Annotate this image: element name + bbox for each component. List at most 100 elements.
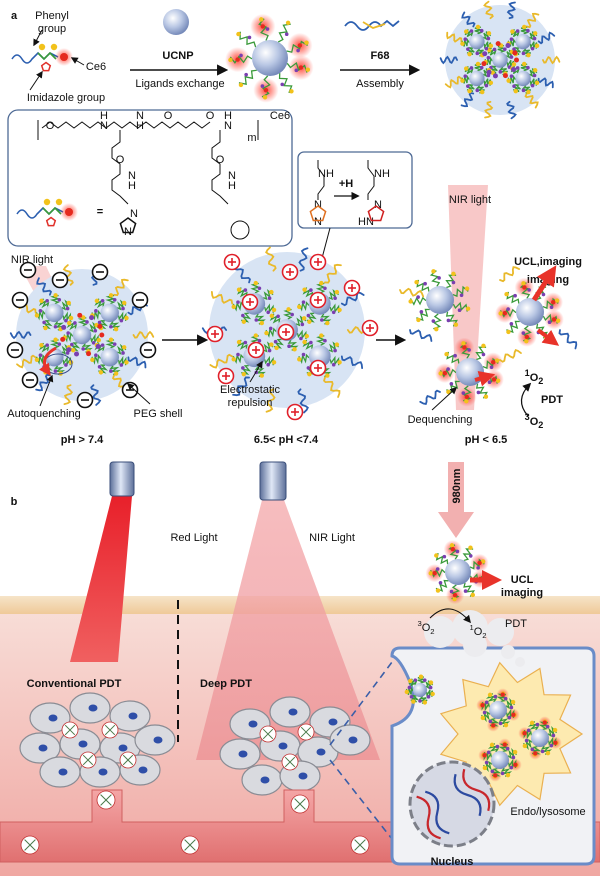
polymer-chain: [265, 388, 276, 413]
ligand: [263, 341, 274, 353]
ligand-dot: [81, 347, 85, 351]
nanoparticle-cross: [184, 839, 196, 851]
ligand-dot: [300, 322, 305, 327]
ligand-dot: [484, 83, 489, 88]
ligand-dot: [121, 306, 125, 311]
ligand: [269, 313, 281, 324]
ligand: [328, 341, 339, 353]
arrow: [29, 70, 43, 91]
polymer-chain: [524, 92, 539, 109]
ligand: [63, 331, 74, 343]
ligand: [485, 693, 498, 703]
structure-bond: [41, 121, 211, 129]
ligand-dot: [243, 340, 248, 345]
arrow: [431, 387, 458, 411]
ligand-dot: [122, 300, 127, 306]
ligand: [90, 333, 99, 345]
ligand-dot: [124, 360, 129, 365]
ligand: [506, 291, 520, 304]
ligand-dot: [479, 65, 484, 70]
ligand-dot: [455, 549, 460, 554]
polymer-chain: [127, 356, 147, 369]
imidazole-ring: [40, 61, 52, 72]
ligand-dot: [451, 280, 456, 285]
ligand-dot: [522, 743, 528, 749]
ligand: [261, 75, 271, 98]
element: O: [422, 622, 431, 634]
ligand-dot: [39, 343, 44, 348]
ce6-dot: [464, 394, 470, 400]
ligand-dot: [498, 70, 503, 74]
ligand: [254, 313, 266, 325]
ligand: [237, 339, 248, 350]
label: Nucleus: [431, 856, 474, 868]
ligand: [542, 297, 559, 310]
label: Autoquenching: [7, 408, 80, 420]
ligand-dot: [504, 292, 509, 297]
atom-label: O: [216, 154, 225, 166]
ligand: [42, 206, 62, 216]
imidazole-ring: [367, 205, 385, 222]
ligand-dot: [552, 727, 558, 733]
ligand-dot: [487, 380, 492, 385]
cell-nucleus: [88, 704, 98, 712]
ligand-dot: [304, 333, 310, 339]
label: UCNP: [162, 50, 193, 62]
ligand: [529, 78, 538, 86]
ligand-dot: [93, 328, 98, 333]
cell-nucleus: [288, 708, 298, 716]
cell-nucleus: [260, 776, 270, 784]
lamp: [259, 461, 287, 501]
ligand-dot: [309, 340, 313, 345]
ligand: [38, 342, 50, 353]
ligand-dot: [503, 47, 507, 51]
ps-molecule: [502, 73, 508, 79]
ligand-dot: [296, 48, 300, 53]
ligand-dot: [66, 300, 71, 306]
ligand: [42, 320, 53, 330]
ligand-dot: [57, 297, 62, 302]
ucnp-core: [531, 729, 549, 747]
ligand: [62, 311, 72, 323]
ps-molecule: [97, 323, 103, 329]
ligand-dot: [292, 347, 297, 352]
ligand: [286, 61, 308, 73]
ucnp-core: [491, 751, 509, 769]
ligand-dot: [468, 545, 473, 550]
ligand: [264, 303, 274, 314]
ligand: [298, 301, 310, 312]
ligand-dot: [486, 31, 492, 36]
cell-nucleus: [78, 740, 88, 748]
ligand: [474, 63, 483, 72]
ligand: [405, 686, 414, 695]
cell-nucleus: [138, 766, 148, 774]
ligand: [302, 287, 314, 298]
ligand-dot: [521, 51, 526, 56]
ligand-dot: [236, 352, 240, 357]
ligand-dot: [507, 715, 512, 720]
ps-molecule: [514, 57, 519, 63]
imidazole-ring: [45, 216, 57, 227]
polymer-chain: [298, 247, 309, 272]
ligand-dot: [467, 51, 472, 57]
ligand-dot: [94, 298, 100, 304]
ligand: [117, 299, 127, 311]
ligand-dot: [515, 66, 520, 70]
ligand: [117, 355, 127, 367]
ligand: [66, 320, 78, 331]
ligand: [489, 65, 498, 74]
arrow: [249, 360, 263, 383]
cell-nucleus: [48, 714, 58, 722]
ligand-dot: [526, 28, 530, 33]
cell-nucleus: [238, 750, 248, 758]
ligand: [435, 552, 449, 565]
ligand-dot: [489, 742, 495, 748]
ligand-dot: [460, 41, 465, 46]
ligand: [77, 317, 89, 327]
label: F68: [371, 50, 390, 62]
ligand-dot: [241, 319, 247, 324]
polymer-chain: [36, 277, 53, 296]
cloud: [463, 633, 487, 657]
ligand-dot: [475, 24, 481, 30]
ligand-dot: [503, 722, 509, 728]
